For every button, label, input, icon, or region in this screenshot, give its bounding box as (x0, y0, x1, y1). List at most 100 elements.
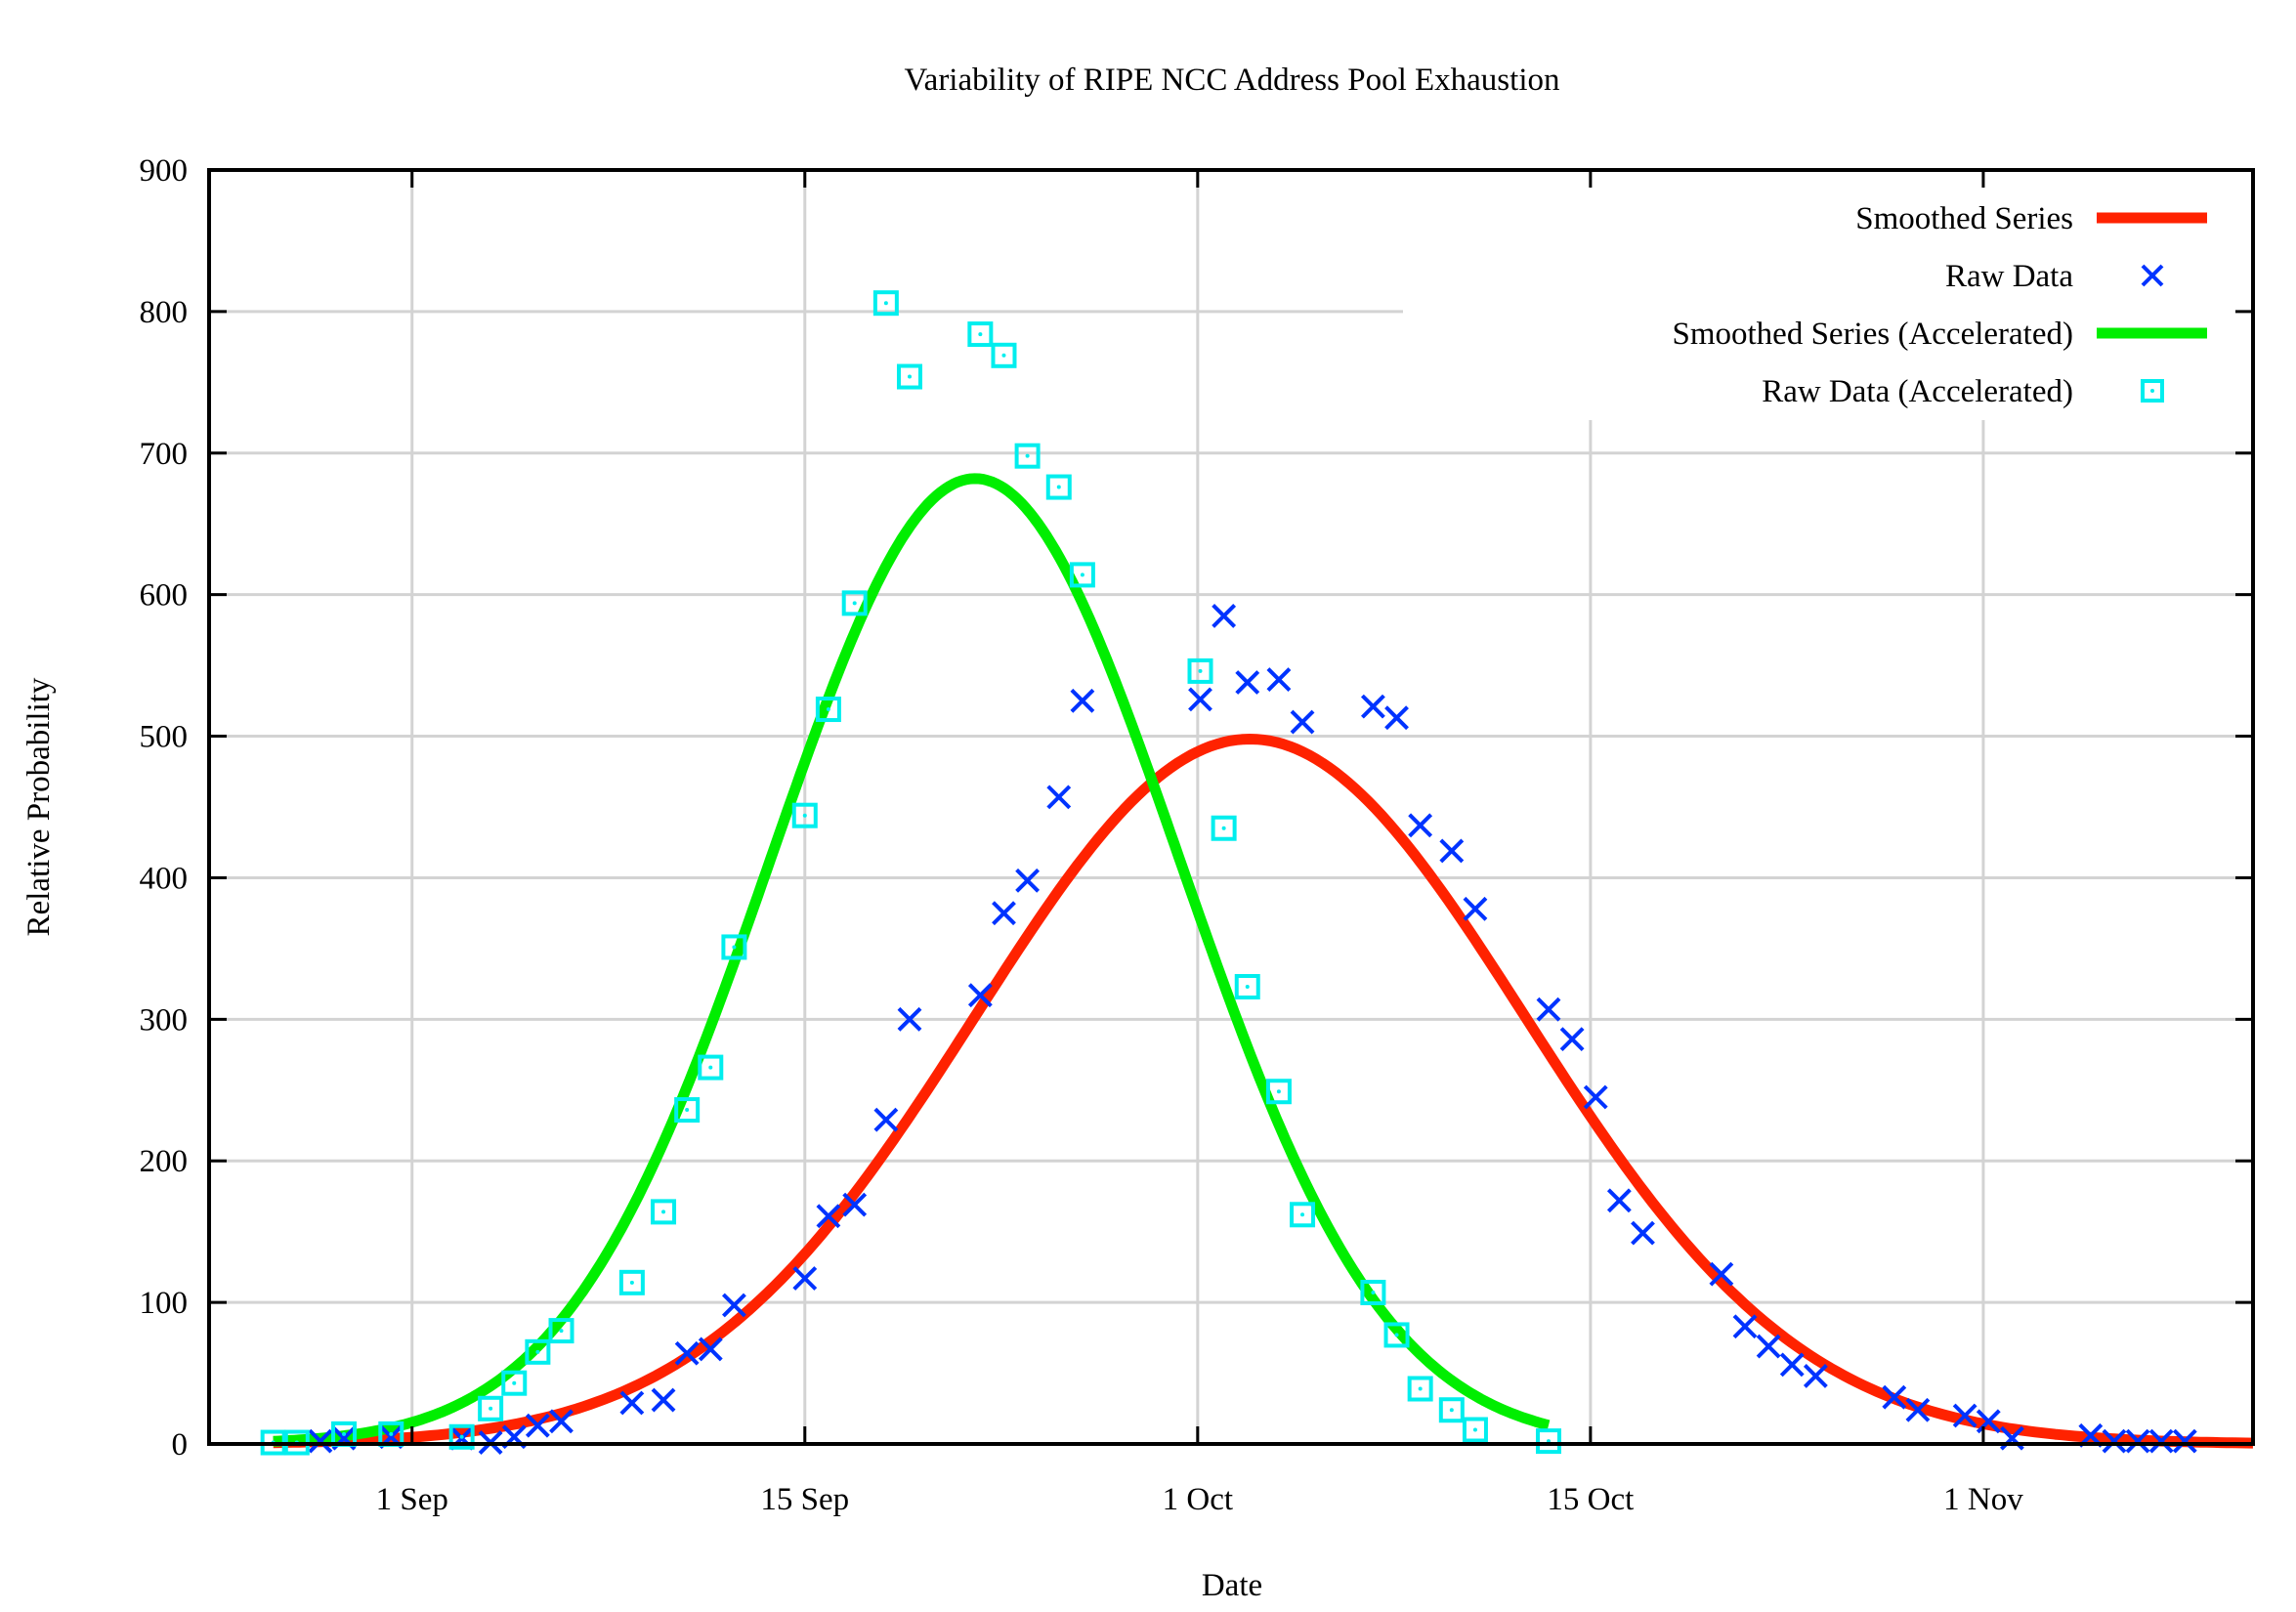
raw-data-point (1046, 785, 1072, 810)
accelerated-data-point (2141, 379, 2164, 403)
y-tick-label: 500 (140, 720, 189, 755)
raw-data-point (1905, 1397, 1931, 1422)
raw-data-point (1290, 709, 1315, 735)
accelerated-data-point (872, 290, 899, 317)
accelerated-data-point (1234, 974, 1260, 1000)
x-tick-label: 15 Oct (1547, 1482, 1634, 1517)
raw-data-point (549, 1409, 574, 1434)
tick-labels: 0 100 200 300 400 500 600 700 800 900 1 Sep 15 Sep 1… (140, 153, 2024, 1517)
raw-data-point (2141, 264, 2164, 287)
accelerated-data-point-dot (1371, 1290, 1376, 1294)
data-points (260, 290, 2197, 1456)
accelerated-data-point-dot (907, 374, 912, 379)
accelerated-data-point (674, 1097, 701, 1124)
accelerated-data-point-dot (2150, 389, 2154, 393)
raw-data-point (674, 1340, 700, 1366)
raw-data-point (1732, 1314, 1758, 1339)
axes (207, 168, 2255, 1446)
raw-data-point (1212, 603, 1237, 628)
accelerated-data-point (1211, 815, 1237, 841)
raw-data-point (525, 1413, 550, 1438)
raw-data-point (308, 1428, 333, 1454)
accelerated-data-point (1407, 1376, 1433, 1402)
raw-data-point (1070, 688, 1095, 713)
raw-data-point (2148, 1428, 2174, 1454)
accelerated-data-point-dot (826, 707, 830, 712)
accelerated-data-point-dot (342, 1431, 347, 1436)
accelerated-data-point (1045, 474, 1072, 500)
raw-data-point (897, 1006, 922, 1032)
accelerated-data-point (1535, 1428, 1561, 1455)
accelerated-data-point-dot (852, 601, 857, 606)
accelerated-data-point-dot (1001, 353, 1006, 358)
raw-data-point (1631, 1220, 1655, 1246)
smoothed-curve (273, 734, 2254, 1449)
accelerated-data-point (815, 697, 841, 723)
y-tick-label: 800 (140, 295, 189, 330)
accelerated-data-point-dot (1394, 1333, 1399, 1337)
accelerated-data-point (548, 1318, 574, 1344)
accelerated-data-point-dot (1472, 1427, 1477, 1432)
raw-data-point (1408, 813, 1433, 838)
accelerated-data-point (896, 363, 922, 390)
accelerated-data-point (991, 342, 1017, 368)
raw-data-point (651, 1387, 676, 1413)
y-tick-label: 700 (140, 437, 189, 472)
accelerated-data-point-dot (802, 813, 807, 818)
legend: Smoothed Series Raw Data Smoothed Series (… (1672, 201, 2207, 409)
accelerated-data-point-dot (1198, 668, 1203, 673)
raw-data-point (2172, 1428, 2197, 1454)
y-tick-label: 200 (140, 1144, 189, 1179)
raw-data-point (1536, 997, 1561, 1022)
raw-data-point (1188, 687, 1212, 712)
accelerated-data-point (698, 1054, 724, 1081)
accelerated-data-point-dot (1080, 573, 1084, 577)
x-axis-label: Date (1202, 1568, 1262, 1603)
accelerated-data-point-dot (708, 1065, 713, 1070)
raw-data-point (792, 1266, 818, 1291)
accelerated-data-point-dot (489, 1406, 493, 1411)
y-tick-label: 100 (140, 1286, 189, 1321)
raw-data-point (816, 1204, 841, 1229)
accelerated-data-point (721, 934, 747, 960)
accelerated-data-point (1383, 1322, 1410, 1348)
raw-data-point (1384, 705, 1409, 731)
raw-data-point (992, 901, 1016, 926)
y-tick-label: 600 (140, 578, 189, 614)
legend-label: Smoothed Series (1855, 201, 2073, 236)
accelerated-data-point-dot (1449, 1408, 1454, 1413)
raw-data-point (1756, 1334, 1781, 1359)
accelerated-data-point (525, 1338, 551, 1365)
accelerated-data-point (448, 1423, 475, 1450)
curves (272, 473, 2254, 1449)
accelerated-data-point (1462, 1417, 1488, 1443)
raw-data-point (1463, 896, 1488, 921)
chart-title: Variability of RIPE NCC Address Pool Exh… (905, 63, 1560, 98)
raw-data-point (842, 1192, 868, 1217)
y-tick-label: 300 (140, 1002, 189, 1038)
raw-data-point (1882, 1384, 1907, 1410)
accelerated-data-point (478, 1395, 504, 1421)
accelerated-data-point-dot (1025, 453, 1030, 458)
raw-data-point (1709, 1261, 1734, 1287)
y-tick-label: 400 (140, 861, 189, 896)
accelerated-data-point (618, 1269, 645, 1295)
y-tick-label: 0 (172, 1427, 189, 1463)
x-tick-label: 1 Sep (376, 1482, 448, 1517)
plot-frame (207, 168, 2255, 1446)
raw-data-point (873, 1107, 899, 1132)
smoothed-curve (272, 473, 1551, 1447)
raw-data-point (2102, 1428, 2127, 1454)
raw-data-point (1952, 1403, 1977, 1428)
raw-data-point (1583, 1084, 1608, 1110)
accelerated-data-point-dot (1221, 826, 1226, 830)
accelerated-data-point-dot (978, 332, 983, 337)
accelerated-data-point (1014, 443, 1041, 469)
accelerated-data-point-dot (685, 1108, 690, 1113)
accelerated-data-point-dot (1276, 1089, 1281, 1094)
raw-data-point (1015, 868, 1041, 893)
raw-data-point (698, 1336, 723, 1362)
accelerated-data-point-dot (1056, 485, 1061, 489)
raw-data-point (967, 983, 993, 1008)
